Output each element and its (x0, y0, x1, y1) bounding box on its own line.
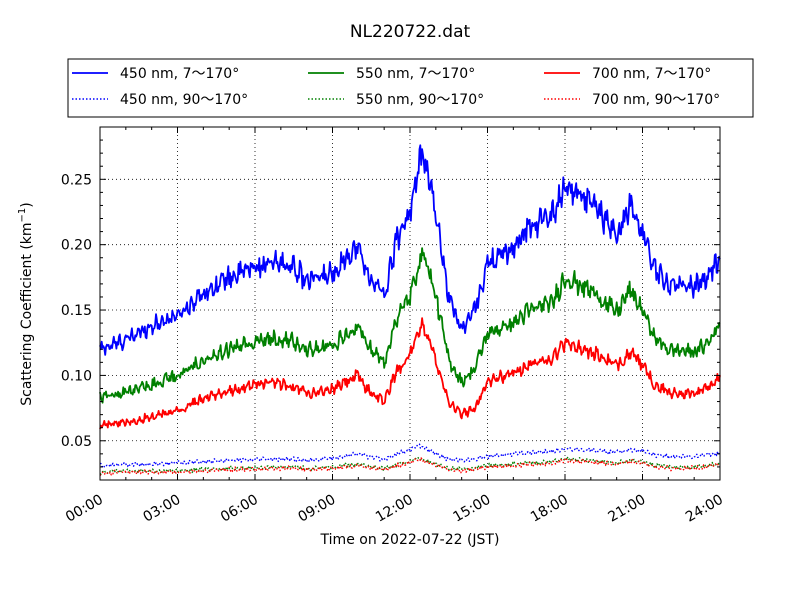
chart-title: NL220722.dat (350, 22, 471, 42)
legend-label-5: 700 nm, 90～170° (592, 92, 720, 108)
series-line-4 (99, 317, 721, 430)
legend-label-2: 550 nm, 7～170° (356, 66, 475, 82)
series-line-0 (99, 144, 721, 356)
x-tick-label: 00:00 (63, 492, 106, 526)
x-tick-label: 18:00 (528, 492, 571, 526)
y-axis-label-superscript: −1 (17, 208, 28, 223)
x-axis-label: Time on 2022-07-22 (JST) (320, 532, 500, 548)
y-tick-label: 0.25 (61, 172, 92, 188)
x-tick-label: 03:00 (141, 492, 184, 526)
legend-label-3: 550 nm, 90～170° (356, 92, 484, 108)
y-axis-label-main: Scattering Coefficient (km (19, 222, 35, 405)
x-tick-label: 12:00 (373, 492, 416, 526)
x-tick-label: 09:00 (296, 492, 339, 526)
legend-label-0: 450 nm, 7～170° (120, 66, 239, 82)
x-tick-label: 24:00 (683, 492, 726, 526)
y-tick-label: 0.15 (61, 303, 92, 319)
y-tick-label: 0.10 (61, 368, 92, 384)
y-tick-label: 0.20 (61, 238, 92, 254)
plot-area (99, 144, 721, 477)
x-tick-label: 06:00 (218, 492, 261, 526)
legend-box (67, 58, 754, 118)
y-axis-label: Scattering Coefficient (km−1) (17, 202, 35, 406)
legend-label-4: 700 nm, 7～170° (592, 66, 711, 82)
y-axis-label-close: ) (19, 202, 35, 207)
series-line-5 (99, 457, 721, 477)
x-tick-label: 21:00 (606, 492, 649, 526)
y-tick-label: 0.05 (61, 434, 92, 450)
legend-label-1: 450 nm, 90～170° (120, 92, 248, 108)
series-line-1 (99, 443, 721, 469)
legend: 450 nm, 7～170° 450 nm, 90～170° 550 nm, 7～1… (67, 58, 754, 118)
series-line-2 (99, 247, 721, 404)
x-tick-label: 15:00 (451, 492, 494, 526)
